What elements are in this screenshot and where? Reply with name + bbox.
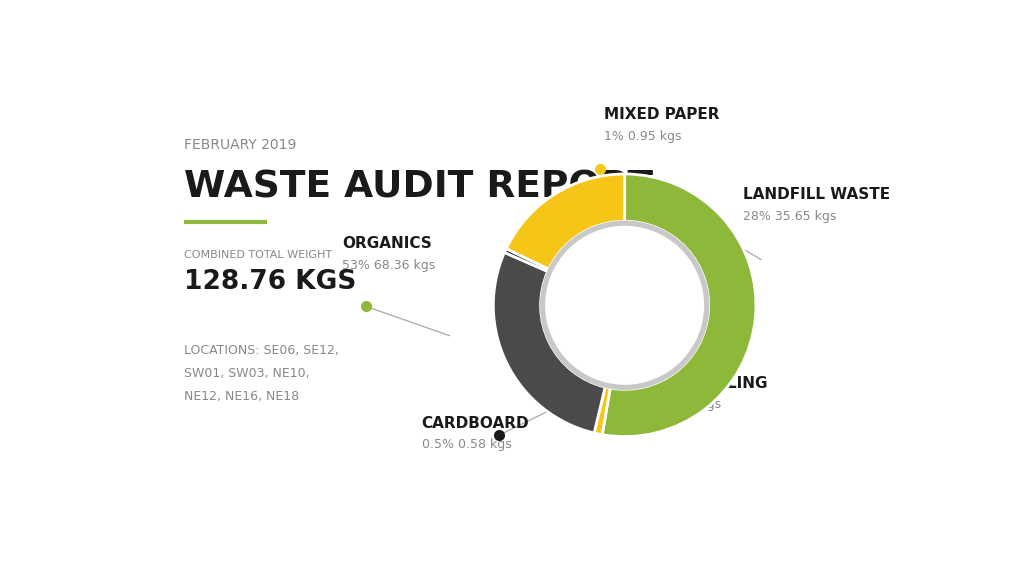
Text: CARDBOARD: CARDBOARD <box>422 416 529 431</box>
Wedge shape <box>506 174 625 269</box>
Text: WASTE AUDIT REPORT: WASTE AUDIT REPORT <box>183 170 652 206</box>
Text: 18% 22.94 kgs: 18% 22.94 kgs <box>628 398 721 411</box>
Circle shape <box>546 226 703 384</box>
Text: 28% 35.65 kgs: 28% 35.65 kgs <box>743 210 837 223</box>
Text: MIXED PAPER: MIXED PAPER <box>604 107 720 122</box>
Text: 53% 68.36 kgs: 53% 68.36 kgs <box>342 259 435 271</box>
Wedge shape <box>505 249 549 271</box>
Text: LOCATIONS: SE06, SE12,
SW01, SW03, NE10,
NE12, NE16, NE18: LOCATIONS: SE06, SE12, SW01, SW03, NE10,… <box>183 344 338 403</box>
Text: COMBINED TOTAL WEIGHT: COMBINED TOTAL WEIGHT <box>183 249 332 260</box>
Text: ORGANICS: ORGANICS <box>342 236 432 251</box>
Text: GMP RECYCLING: GMP RECYCLING <box>628 376 767 391</box>
Text: 1% 0.95 kgs: 1% 0.95 kgs <box>604 130 682 143</box>
Circle shape <box>541 221 709 389</box>
Text: 128.76 KGS: 128.76 KGS <box>183 268 356 295</box>
Text: LANDFILL WASTE: LANDFILL WASTE <box>743 187 890 202</box>
Text: 0.5% 0.58 kgs: 0.5% 0.58 kgs <box>422 438 511 451</box>
Wedge shape <box>594 387 610 435</box>
Wedge shape <box>494 252 605 433</box>
Wedge shape <box>602 174 756 437</box>
Text: FEBRUARY 2019: FEBRUARY 2019 <box>183 138 296 152</box>
